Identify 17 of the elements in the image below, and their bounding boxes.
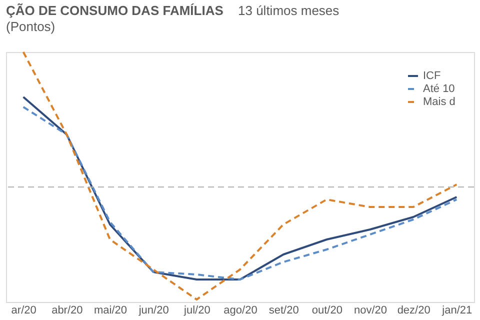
x-tick-label: jul/20: [183, 304, 210, 316]
legend-label: ICF: [423, 70, 441, 82]
x-tick-label: jan/21: [441, 304, 472, 316]
chart-title: ÇÃO DE CONSUMO DAS FAMÍLIAS: [6, 3, 224, 18]
y-axis-title: (Pontos): [6, 19, 56, 34]
legend-label: Até 10: [423, 83, 455, 95]
chart-subtitle: 13 últimos meses: [238, 3, 340, 18]
x-tick-label: jun/20: [138, 304, 169, 316]
x-tick-label: abr/20: [52, 304, 83, 316]
x-tick-label: ar/20: [11, 304, 36, 316]
x-tick-label: mai/20: [94, 304, 128, 316]
x-tick-label: ago/20: [224, 304, 258, 316]
legend-label: Mais d: [423, 96, 456, 108]
x-tick-label: out/20: [312, 304, 342, 316]
x-tick-label: nov/20: [354, 304, 388, 316]
x-tick-label: set/20: [268, 304, 299, 316]
x-tick-label: dez/20: [397, 304, 430, 316]
